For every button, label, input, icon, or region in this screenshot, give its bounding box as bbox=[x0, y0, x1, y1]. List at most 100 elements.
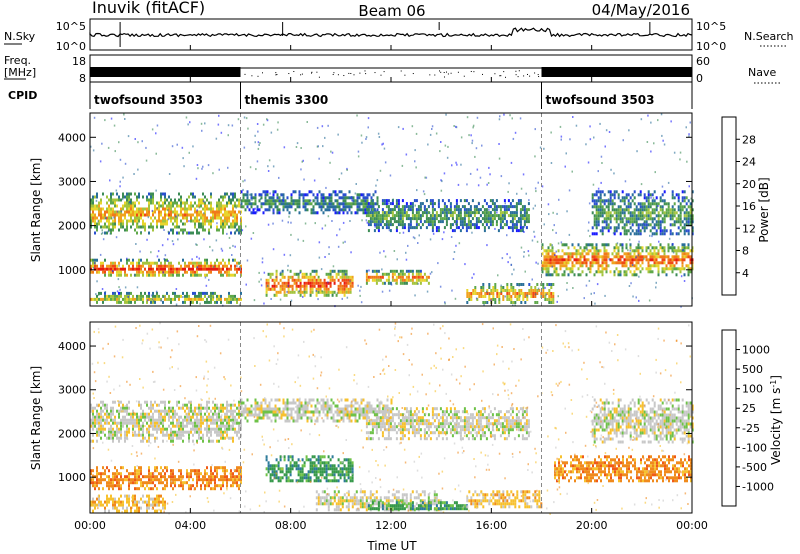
echo-cell bbox=[379, 223, 382, 227]
echo-cell bbox=[655, 261, 658, 265]
echo-cell bbox=[655, 258, 658, 262]
echo-cell bbox=[585, 273, 588, 277]
echo-cell bbox=[512, 286, 515, 289]
echo-cell bbox=[148, 198, 150, 202]
echo-cell bbox=[124, 213, 126, 217]
freq-left-tick-bottom: 8 bbox=[79, 72, 86, 85]
echo-speckle bbox=[346, 169, 348, 171]
echo-cell bbox=[206, 207, 208, 211]
echo-cell bbox=[170, 415, 172, 419]
echo-speckle bbox=[471, 276, 473, 279]
echo-cell bbox=[494, 298, 497, 301]
echo-cell bbox=[407, 269, 410, 273]
echo-cell bbox=[118, 300, 120, 304]
echo-cell bbox=[553, 270, 556, 274]
echo-speckle bbox=[162, 295, 165, 298]
echo-speckle bbox=[516, 192, 518, 195]
echo-cell bbox=[126, 210, 128, 214]
echo-speckle bbox=[547, 203, 550, 206]
echo-cell bbox=[204, 219, 206, 223]
echo-speckle bbox=[534, 128, 536, 131]
echo-cell bbox=[254, 199, 257, 203]
echo-cell bbox=[267, 287, 270, 291]
echo-cell bbox=[344, 193, 347, 197]
echo-cell bbox=[399, 214, 402, 218]
echo-speckle bbox=[503, 113, 505, 116]
echo-cell bbox=[210, 192, 212, 196]
echo-cell bbox=[102, 478, 104, 482]
echo-cell bbox=[156, 487, 158, 491]
echo-cell bbox=[138, 294, 140, 298]
echo-cell bbox=[565, 252, 568, 256]
echo-cell bbox=[216, 267, 218, 271]
echo-cell bbox=[184, 297, 186, 301]
echo-cell bbox=[142, 300, 144, 304]
echo-cell bbox=[591, 258, 594, 262]
echo-cell bbox=[613, 229, 616, 233]
echo-speckle bbox=[231, 254, 233, 256]
echo-cell bbox=[303, 281, 306, 285]
echo-speckle bbox=[254, 134, 256, 137]
echo-cell bbox=[118, 297, 120, 301]
echo-cell bbox=[126, 406, 128, 410]
nave-right-tick-top: 60 bbox=[696, 55, 710, 68]
echo-cell bbox=[473, 214, 476, 218]
echo-cell bbox=[170, 201, 172, 205]
echo-cell bbox=[467, 208, 470, 212]
echo-cell bbox=[485, 220, 488, 224]
echo-cell bbox=[629, 205, 632, 209]
echo-cell bbox=[393, 214, 396, 218]
echo-cell bbox=[609, 220, 612, 224]
echo-cell bbox=[466, 301, 469, 304]
echo-cell bbox=[220, 216, 222, 220]
echo-speckle bbox=[508, 182, 510, 185]
echo-cell bbox=[597, 190, 600, 194]
echo-speckle bbox=[624, 217, 626, 220]
echo-cell bbox=[437, 199, 440, 203]
echo-cell bbox=[547, 264, 550, 268]
echo-speckle bbox=[315, 290, 318, 292]
echo-speckle bbox=[534, 204, 536, 207]
echo-cell bbox=[299, 281, 302, 285]
echo-cell bbox=[465, 229, 468, 233]
echo-cell bbox=[575, 255, 578, 259]
echo-speckle bbox=[327, 124, 329, 127]
echo-cell bbox=[565, 243, 568, 247]
echo-cell bbox=[220, 421, 222, 425]
echo-cell bbox=[317, 287, 320, 291]
echo-cell bbox=[482, 283, 485, 286]
echo-cell bbox=[326, 205, 329, 209]
echo-cell bbox=[381, 217, 384, 221]
echo-cell bbox=[172, 222, 174, 226]
echo-cell bbox=[196, 273, 198, 277]
echo-cell bbox=[168, 409, 170, 413]
echo-cell bbox=[198, 427, 200, 431]
echo-cell bbox=[419, 226, 422, 230]
nave-dot bbox=[275, 72, 277, 74]
nave-dot bbox=[500, 75, 502, 77]
echo-cell bbox=[524, 292, 527, 295]
echo-cell bbox=[214, 412, 216, 416]
echo-cell bbox=[297, 284, 300, 288]
echo-cell bbox=[282, 193, 285, 197]
echo-cell bbox=[112, 436, 114, 440]
echo-cell bbox=[393, 272, 396, 276]
echo-cell bbox=[463, 199, 466, 203]
echo-cell bbox=[172, 273, 174, 277]
echo-speckle bbox=[454, 297, 457, 300]
echo-cell bbox=[477, 211, 480, 215]
echo-cell bbox=[116, 424, 118, 428]
echo-cell bbox=[671, 264, 674, 268]
echo-cell bbox=[429, 217, 432, 221]
echo-cell bbox=[180, 207, 182, 211]
echo-cell bbox=[555, 267, 558, 271]
echo-cell bbox=[536, 292, 539, 295]
echo-cell bbox=[336, 211, 339, 215]
echo-cell bbox=[675, 220, 678, 224]
echo-cell bbox=[162, 204, 164, 208]
echo-cell bbox=[128, 478, 130, 482]
echo-cell bbox=[657, 223, 660, 227]
echo-cell bbox=[144, 222, 146, 226]
echo-speckle bbox=[137, 222, 139, 225]
echo-cell bbox=[198, 204, 200, 208]
